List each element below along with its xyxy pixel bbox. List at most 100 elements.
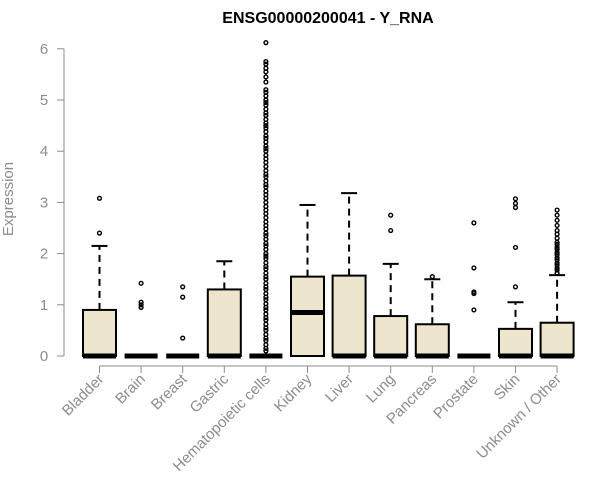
- box-body: [498, 327, 533, 358]
- x-tick-label: Prostate: [430, 371, 482, 423]
- box-prostate: [457, 220, 491, 359]
- x-tick-label: Liver: [322, 371, 357, 406]
- outlier-point: [263, 171, 269, 177]
- outlier-point: [138, 299, 144, 305]
- plot-area: [82, 40, 575, 359]
- outlier-point: [263, 263, 269, 269]
- outlier-point: [263, 143, 269, 149]
- outlier-point: [263, 133, 269, 139]
- outlier-point: [263, 87, 269, 93]
- box-body: [373, 315, 409, 357]
- outlier-point: [263, 253, 269, 259]
- outlier-point: [263, 315, 269, 321]
- y-axis-label: Expression: [0, 162, 17, 236]
- outlier-point: [263, 122, 269, 129]
- outlier-point: [554, 227, 560, 234]
- outlier-point: [138, 280, 144, 286]
- y-tick-label: 6: [40, 41, 48, 58]
- y-tick-label: 5: [40, 92, 48, 109]
- outlier-point: [554, 262, 560, 268]
- outlier-point: [554, 267, 560, 273]
- outlier-point: [554, 246, 560, 253]
- outlier-point: [263, 325, 269, 331]
- outlier-point: [554, 270, 560, 276]
- box-lung: [373, 212, 409, 359]
- box-brain: [124, 280, 158, 359]
- outlier-point: [471, 265, 477, 271]
- outlier-point: [554, 212, 560, 218]
- outlier-point: [263, 304, 269, 310]
- x-tick-label: Kidney: [271, 370, 316, 415]
- box-body: [82, 308, 117, 358]
- outlier-point: [263, 163, 269, 170]
- outlier-point: [263, 251, 269, 257]
- box-body: [206, 288, 242, 357]
- box-breast: [166, 284, 200, 359]
- box-unknown-other: [539, 207, 575, 359]
- outlier-point: [554, 255, 560, 261]
- outlier-point: [554, 217, 560, 223]
- outlier-point: [554, 260, 560, 266]
- box-skin: [498, 196, 533, 359]
- outlier-point: [554, 244, 560, 251]
- outlier-point: [96, 230, 103, 236]
- outlier-point: [180, 284, 186, 290]
- outlier-point: [388, 227, 394, 234]
- y-tick-label: 2: [40, 246, 48, 263]
- x-tick-label: Brain: [112, 371, 149, 408]
- outlier-point: [263, 246, 269, 253]
- outlier-point: [263, 240, 269, 246]
- outlier-point: [180, 335, 186, 341]
- box-liver: [331, 192, 367, 359]
- outlier-point: [180, 294, 186, 300]
- y-tick-label: 3: [40, 194, 48, 211]
- outlier-point: [554, 265, 560, 271]
- outlier-point: [471, 307, 477, 313]
- outlier-point: [263, 274, 269, 280]
- outlier-point: [263, 230, 269, 236]
- y-tick-label: 1: [40, 297, 48, 314]
- y-tick-label: 4: [40, 143, 48, 160]
- outlier-point: [263, 226, 269, 232]
- outlier-point: [263, 215, 269, 221]
- outlier-point: [263, 294, 269, 300]
- outlier-point: [388, 212, 394, 218]
- outlier-point: [138, 304, 144, 310]
- x-tick-label: Bladder: [59, 371, 108, 420]
- outlier-point: [263, 97, 269, 103]
- box-body: [539, 321, 575, 357]
- outlier-point: [554, 222, 560, 229]
- outlier-point: [263, 74, 269, 80]
- outlier-point: [263, 40, 269, 46]
- outlier-point: [263, 236, 269, 242]
- outlier-point: [512, 196, 519, 202]
- outlier-point: [512, 204, 519, 211]
- x-tick-label: Breast: [148, 370, 191, 413]
- y-axis: 0 1 2 3 4 5 6: [40, 41, 65, 365]
- x-tick-label: Skin: [491, 371, 524, 404]
- outlier-point: [263, 159, 269, 166]
- outlier-point: [263, 58, 269, 65]
- y-tick-label: 0: [40, 348, 48, 365]
- chart-title: ENSG00000200041 - Y_RNA: [222, 10, 434, 27]
- outlier-point: [263, 211, 269, 217]
- outlier-point: [263, 195, 269, 201]
- outlier-point: [429, 274, 435, 280]
- outlier-point: [96, 195, 103, 201]
- box-kidney: [290, 203, 325, 358]
- outlier-point: [263, 99, 269, 106]
- outlier-point: [554, 235, 560, 241]
- outlier-point: [263, 93, 269, 99]
- x-tick-label: Lung: [363, 371, 399, 407]
- outlier-point: [263, 199, 269, 205]
- box-hematopoietic-cells: [249, 40, 283, 359]
- outlier-point: [554, 252, 560, 258]
- outlier-point: [263, 129, 269, 135]
- box-body: [331, 274, 367, 357]
- outlier-point: [554, 249, 560, 256]
- box-gastric: [206, 260, 242, 359]
- outlier-point: [512, 200, 519, 207]
- outlier-point: [512, 244, 519, 251]
